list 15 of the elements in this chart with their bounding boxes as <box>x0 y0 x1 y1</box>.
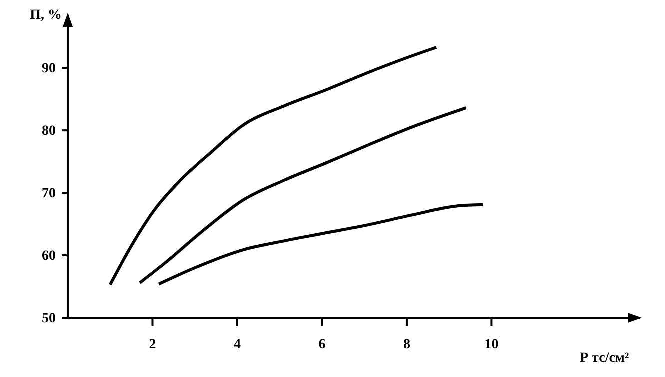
line-series <box>108 46 438 286</box>
y-tick-label: 90 <box>42 62 56 77</box>
x-tick-label: 6 <box>318 338 326 353</box>
x-tick-label: 10 <box>484 338 499 353</box>
line-series <box>158 203 485 286</box>
y-tick-label: 60 <box>42 249 56 264</box>
y-tick-label: 70 <box>42 186 56 202</box>
y-tick-label: 80 <box>42 124 56 140</box>
y-tick-label: 50 <box>42 311 56 326</box>
x-axis-title: Р тс/см² <box>580 351 630 366</box>
y-axis-title: П, % <box>30 8 62 23</box>
x-tick-label: 8 <box>403 338 410 353</box>
line-series <box>138 106 468 285</box>
x-tick-label: 4 <box>234 338 241 353</box>
x-tick-label: 2 <box>149 338 156 353</box>
